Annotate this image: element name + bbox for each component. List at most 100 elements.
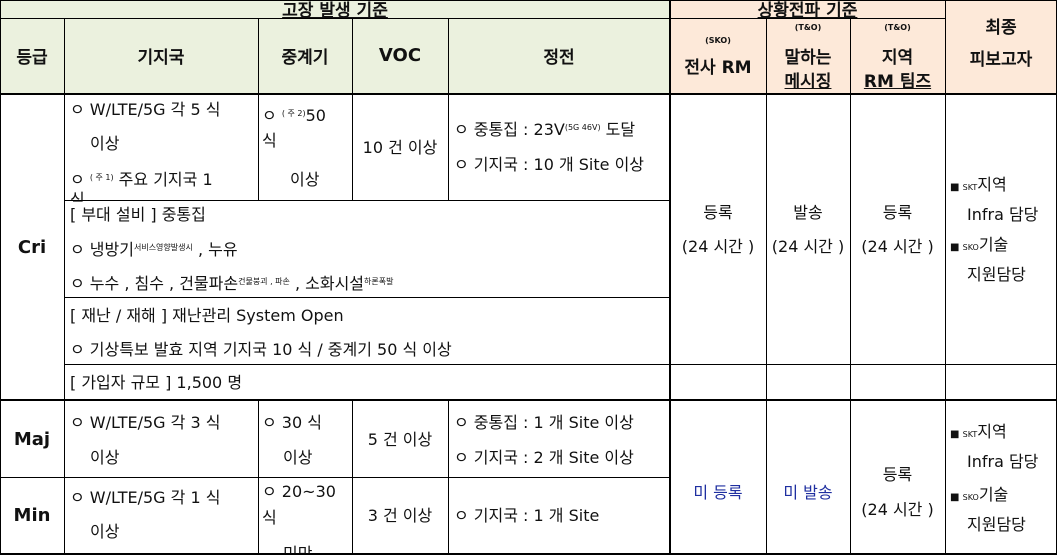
cri-power-line2: ㅇ 기지국 : 10 개 Site 이상	[454, 155, 645, 174]
cri-facility-line3-b: , 소화시설	[289, 274, 365, 293]
grid-line	[669, 0, 671, 555]
lower-final-2: ■ SKO기술	[950, 485, 1008, 508]
header-grade: 등급	[16, 48, 48, 68]
cri-final-1-line2: Infra 담당	[967, 205, 1039, 224]
lower-final-2-line2: 지원담당	[967, 515, 1026, 534]
header-power-outage: 정전	[543, 48, 575, 68]
cri-final-2-line2: 지원담당	[967, 265, 1026, 284]
cri-facility-line2-a: ㅇ 냉방기	[70, 240, 134, 259]
header-final-line1: 최종	[985, 18, 1017, 38]
grid-line	[258, 400, 259, 555]
cri-rep-note2: ( 주 2)	[281, 109, 306, 118]
maj-rep-line2: 이상	[283, 448, 313, 467]
cri-facility-line3-a: ㅇ 누수 , 침수 , 건물파손	[70, 274, 239, 293]
cri-bs-line3-prefix: ㅇ	[70, 170, 90, 189]
min-bs-line2: 이상	[90, 522, 120, 541]
grade-maj: Maj	[13, 429, 51, 450]
grid-line	[352, 400, 353, 555]
maj-voc: 5 건 이상	[367, 430, 433, 449]
lower-final-1: ■ SKT지역	[950, 422, 1007, 445]
cri-power-line1-tail: 도달	[600, 120, 636, 139]
grid-line	[448, 18, 449, 200]
cri-bs-note1: ( 주 1)	[89, 173, 114, 182]
grid-line	[0, 477, 670, 478]
lower-prop-msg: 미 발송	[783, 483, 833, 502]
grid-line	[448, 400, 449, 555]
cri-rep-value: 50	[305, 106, 326, 125]
header-sko-label: 전사 RM	[684, 58, 752, 78]
cri-final-2-org: SKO	[962, 243, 979, 252]
min-power-line1: ㅇ 기지국 : 1 개 Site	[454, 506, 600, 525]
header-final-bg	[945, 0, 1057, 94]
grid-line	[352, 18, 353, 200]
cri-facility-title: [ 부대 설비 ] 중통집	[70, 205, 206, 224]
cri-facility-line3: ㅇ 누수 , 침수 , 건물파손건물붕괴 , 파손 , 소화시설하론폭발	[70, 274, 393, 294]
header-voc: VOC	[378, 45, 422, 66]
header-tno-2-line1: 지역	[881, 48, 914, 68]
min-rep-line3: 미만	[283, 544, 313, 555]
header-tno-1-line2: 메시징	[784, 72, 832, 92]
min-bs-line1: ㅇ W/LTE/5G 각 1 식	[70, 488, 221, 507]
cri-bs-line4: 식	[70, 190, 85, 202]
cri-disaster-title: [ 재난 / 재해 ] 재난관리 System Open	[70, 306, 344, 325]
header-tno-note-2: (T&O)	[884, 23, 911, 32]
cri-prop-sko-line2: (24 시간 )	[681, 237, 755, 256]
cri-facility-line2-note: 서비스영향발생시	[133, 243, 193, 252]
cri-facility-line2-b: , 누유	[192, 240, 238, 259]
cri-power-line1: ㅇ 중통집 : 23V(5G 46V) 도달	[454, 120, 635, 140]
cri-final-1: ■ SKT지역	[950, 175, 1007, 198]
bullet-icon: ■	[950, 242, 963, 253]
cri-rep-prefix: ㅇ	[262, 106, 282, 125]
grade-min: Min	[13, 505, 51, 526]
min-voc: 3 건 이상	[367, 506, 433, 525]
cri-rep-line2: 식	[262, 131, 277, 150]
header-tno-note-1: (T&O)	[794, 23, 822, 32]
header-base-station: 기지국	[137, 48, 185, 68]
header-final-line2: 피보고자	[969, 50, 1033, 70]
cri-power-line1-text: ㅇ 중통집 : 23V	[454, 120, 565, 139]
bullet-icon: ■	[950, 429, 963, 440]
grid-line	[0, 0, 1, 555]
grid-line	[0, 399, 1057, 401]
grid-line	[0, 93, 1057, 95]
cri-power-note: (5G 46V)	[564, 123, 601, 132]
maj-power-line1: ㅇ 중통집 : 1 개 Site 이상	[454, 413, 634, 432]
cri-bs-line2: 이상	[90, 134, 120, 153]
cri-rep-line3: 이상	[290, 170, 320, 189]
cri-bs-line1: ㅇ W/LTE/5G 각 5 식	[70, 100, 221, 119]
grid-line	[766, 18, 767, 555]
lower-final-1-text: 지역	[977, 422, 1007, 441]
lower-final-1-org: SKT	[962, 430, 978, 439]
lower-prop-teams-line2: (24 시간 )	[861, 500, 934, 519]
cri-final-2-text: 기술	[978, 235, 1009, 254]
grid-line	[0, 0, 1057, 1]
lower-final-2-text: 기술	[978, 485, 1009, 504]
header-tno-2-line2: RM 팀즈	[863, 72, 932, 92]
grid-line	[64, 364, 1057, 365]
cri-facility-line2: ㅇ 냉방기서비스영향발생시 , 누유	[70, 240, 238, 260]
grid-line	[258, 18, 259, 200]
bullet-icon: ■	[950, 182, 963, 193]
maj-rep-line1: ㅇ 30 식	[262, 413, 322, 432]
grid-line	[850, 18, 851, 555]
grid-line	[64, 18, 65, 555]
maj-bs-line1: ㅇ W/LTE/5G 각 3 식	[70, 413, 221, 432]
grid-line	[0, 553, 1057, 555]
cri-bs-line3: ㅇ ( 주 1) 주요 기지국 1	[70, 170, 213, 190]
min-rep-line2: 식	[262, 508, 277, 527]
cri-facility-line3-note2: 하론폭발	[364, 277, 394, 286]
cri-final-1-text: 지역	[977, 175, 1007, 194]
bullet-icon: ■	[950, 492, 963, 503]
cri-bs-line3-text: 주요 기지국 1	[113, 170, 213, 189]
lower-prop-sko: 미 등록	[693, 483, 743, 502]
cri-subscriber: [ 가입자 규모 ] 1,500 명	[70, 373, 243, 392]
cri-prop-teams-line2: (24 시간 )	[861, 237, 934, 256]
maj-bs-line2: 이상	[90, 448, 120, 467]
cri-disaster-line2: ㅇ 기상특보 발효 지역 기지국 10 식 / 중계기 50 식 이상	[70, 340, 452, 359]
cri-prop-msg-line2: (24 시간 )	[771, 237, 845, 256]
cri-final-2: ■ SKO기술	[950, 235, 1008, 258]
cri-prop-sko-line1: 등록	[703, 203, 733, 222]
grid-line	[945, 0, 946, 555]
header-propagation-bg	[670, 0, 945, 94]
